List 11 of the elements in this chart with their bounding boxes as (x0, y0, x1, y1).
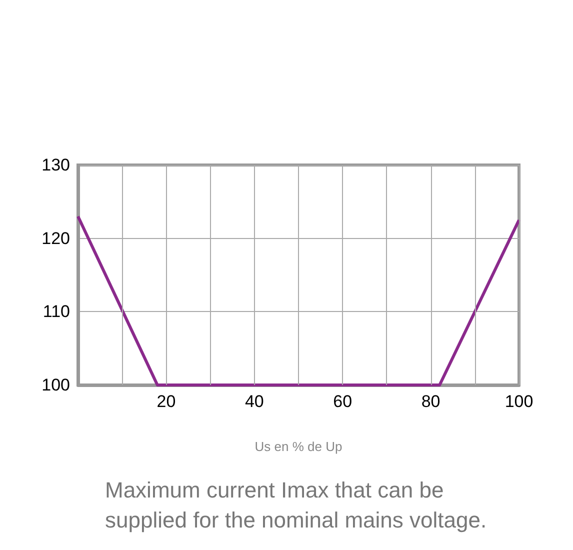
x-tick-label: 60 (333, 392, 352, 411)
x-tick-label: 40 (244, 392, 264, 411)
x-tick-label: 80 (421, 392, 440, 411)
text: Maximum current Imax that can be supplied for the nominal mains voltage. (105, 478, 487, 532)
y-tick-label: 130 (42, 156, 70, 174)
y-tick-label: 110 (42, 302, 70, 322)
x-tick-label: 100 (504, 392, 534, 411)
x-axis-title: Us en % de Up (254, 439, 342, 454)
x-tick-label: 20 (156, 392, 176, 411)
y-tick-label: 100 (42, 376, 70, 394)
y-tick-label: 120 (42, 228, 70, 248)
